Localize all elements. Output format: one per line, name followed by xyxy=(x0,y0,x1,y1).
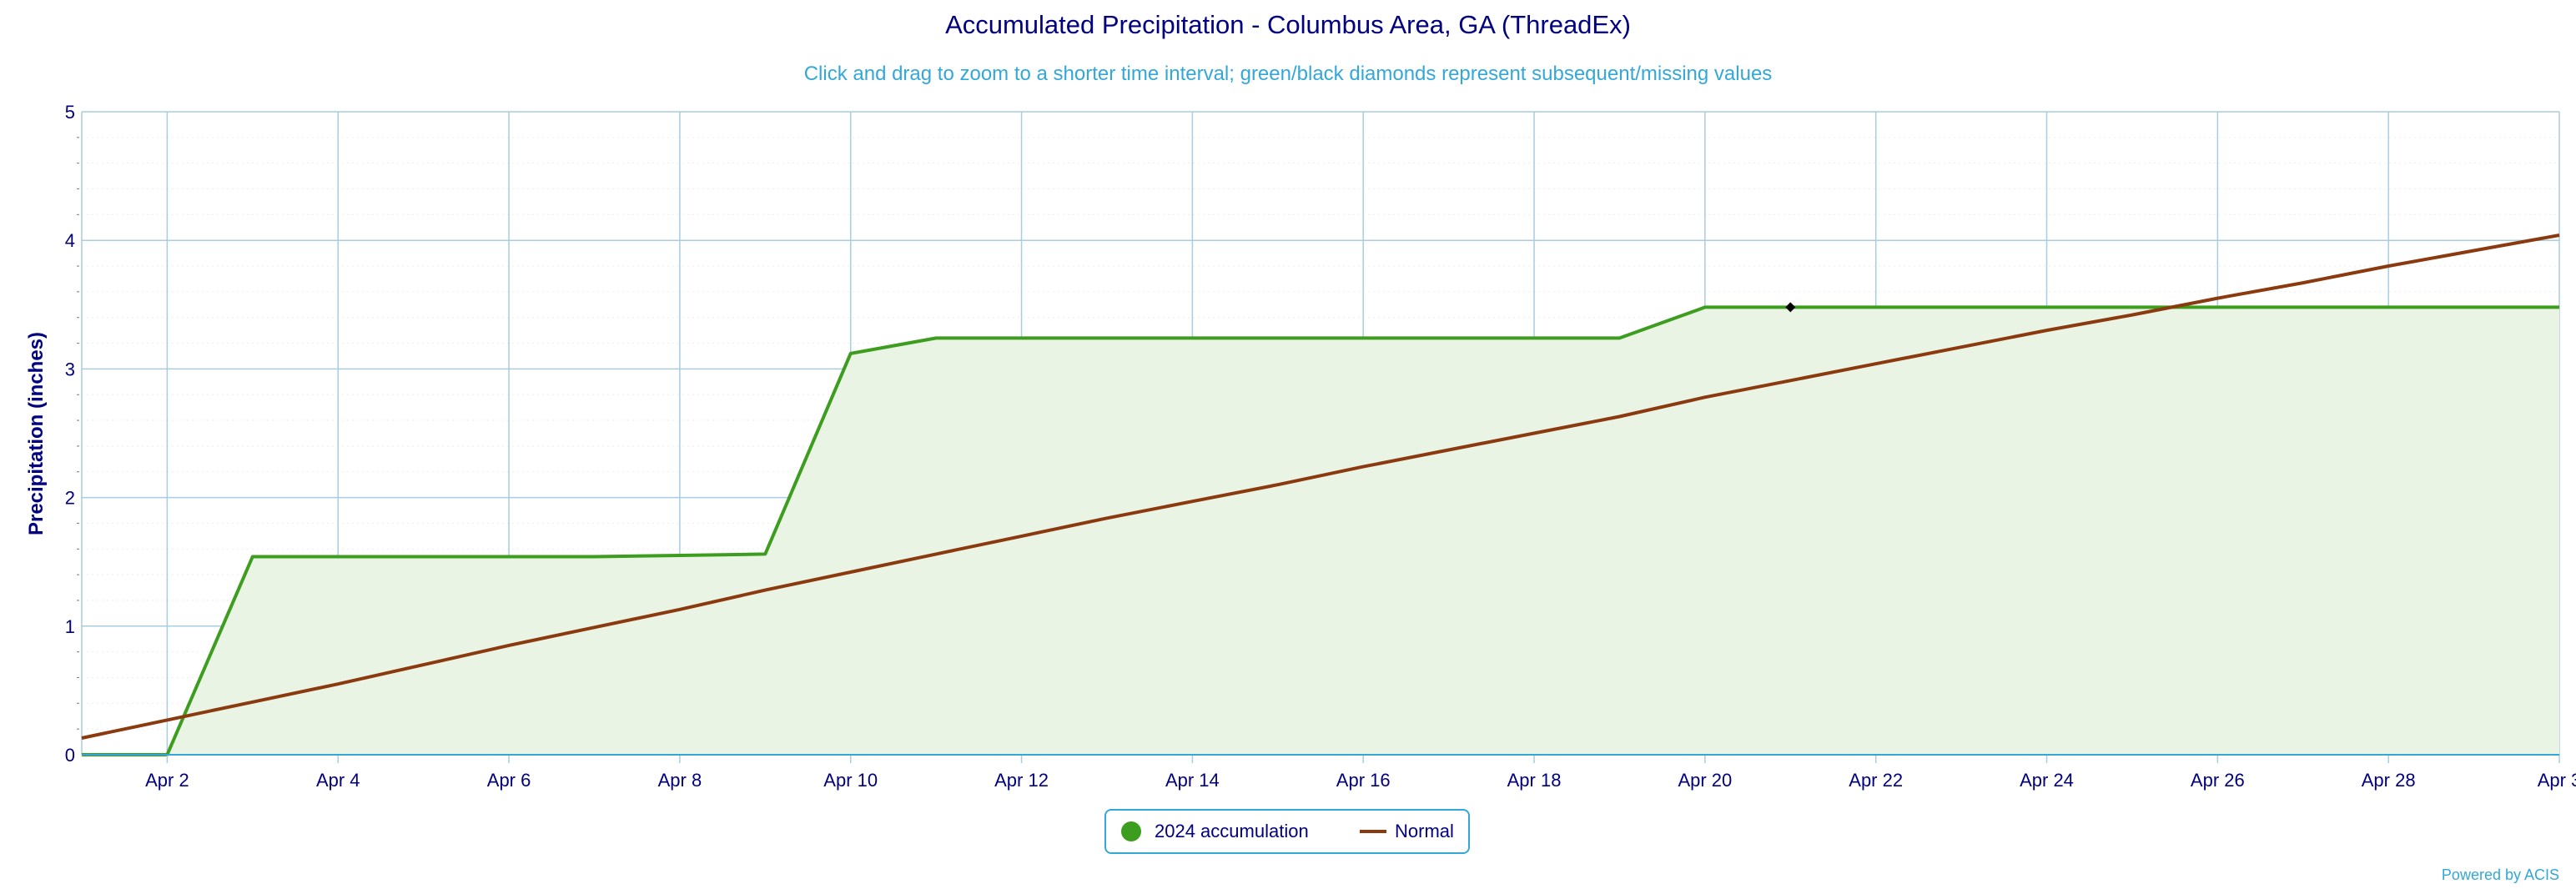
series-line-2024-accumulation xyxy=(82,305,2559,756)
data-point-2024-accumulation xyxy=(677,553,682,558)
legend: 2024 accumulation Normal xyxy=(1104,809,1470,854)
data-point-normal xyxy=(2130,313,2135,318)
data-point-normal xyxy=(677,607,682,612)
area-layer xyxy=(82,307,2559,755)
data-point-normal xyxy=(1703,394,1708,399)
data-point-2024-accumulation xyxy=(1617,335,1622,340)
credits-link[interactable]: Powered by ACIS xyxy=(2441,866,2559,883)
data-point-2024-accumulation xyxy=(2301,304,2306,309)
data-point-normal xyxy=(1190,499,1195,504)
chart-subtitle: Click and drag to zoom to a shorter time… xyxy=(803,63,1773,85)
x-tick-label: Apr 16 xyxy=(1336,770,1391,791)
data-point-2024-accumulation xyxy=(591,555,596,560)
axis-layer: 0 1 2 3 4 5 Apr 2 Apr 4 Apr 6 Apr 8 Apr 10 Apr 12 Ap… xyxy=(65,102,2576,791)
line-layer xyxy=(79,233,2562,756)
data-point-normal xyxy=(1874,361,1879,366)
data-point-2024-accumulation xyxy=(848,351,853,356)
data-point-normal xyxy=(1275,482,1280,487)
x-tick-label: Apr 18 xyxy=(1507,770,1562,791)
data-point-normal xyxy=(1361,465,1366,470)
marker-layer xyxy=(1785,302,1796,313)
data-point-2024-accumulation xyxy=(933,335,938,340)
data-point-2024-accumulation xyxy=(1190,335,1195,340)
data-point-normal xyxy=(2557,233,2562,238)
y-tick-label: 2 xyxy=(65,488,75,509)
data-point-normal xyxy=(79,736,84,741)
data-point-normal xyxy=(762,588,767,593)
data-point-2024-accumulation xyxy=(2045,304,2050,309)
x-tick-label: Apr 24 xyxy=(2020,770,2074,791)
data-point-normal xyxy=(164,717,169,722)
data-point-2024-accumulation xyxy=(1703,304,1708,309)
data-point-normal xyxy=(933,551,938,556)
data-point-2024-accumulation xyxy=(1959,304,1964,309)
data-point-2024-accumulation xyxy=(2130,304,2135,309)
chart-title: Accumulated Precipitation - Columbus Are… xyxy=(945,10,1631,39)
y-tick-label: 4 xyxy=(65,230,75,251)
x-tick-label: Apr 20 xyxy=(1678,770,1732,791)
y-tick-label: 1 xyxy=(65,616,75,637)
data-point-normal xyxy=(1019,534,1024,539)
x-tick-label: Apr 28 xyxy=(2362,770,2416,791)
data-point-2024-accumulation xyxy=(421,555,426,560)
data-point-2024-accumulation xyxy=(1361,335,1366,340)
data-point-2024-accumulation xyxy=(1874,304,1879,309)
data-point-normal xyxy=(335,681,340,686)
data-point-normal xyxy=(2045,328,2050,333)
x-tick-label: Apr 3 xyxy=(2538,770,2576,791)
legend-label-normal: Normal xyxy=(1395,821,1454,841)
x-tick-label: Apr 2 xyxy=(145,770,189,791)
data-point-2024-accumulation xyxy=(335,555,340,560)
series-line-normal xyxy=(81,234,2560,740)
data-point-2024-accumulation xyxy=(2557,304,2562,309)
legend-label-accumulation: 2024 accumulation xyxy=(1155,821,1309,841)
data-point-2024-accumulation xyxy=(2215,304,2220,309)
series-area-2024-accumulation xyxy=(82,307,2559,755)
legend-marker-accumulation xyxy=(1121,821,1141,841)
data-point-normal xyxy=(591,625,596,630)
data-point-2024-accumulation xyxy=(1532,335,1537,340)
x-tick-label: Apr 22 xyxy=(1849,770,1903,791)
data-point-normal xyxy=(2301,280,2306,285)
x-tick-label: Apr 12 xyxy=(994,770,1049,791)
y-tick-label: 5 xyxy=(65,102,75,123)
data-point-normal xyxy=(2472,249,2477,254)
data-point-normal xyxy=(250,700,255,705)
data-point-normal xyxy=(848,570,853,575)
data-point-normal xyxy=(1446,448,1452,453)
legend-item-accumulation[interactable]: 2024 accumulation xyxy=(1121,811,1309,852)
data-point-2024-accumulation xyxy=(1104,335,1109,340)
missing-value-marker xyxy=(1785,302,1796,313)
data-point-2024-accumulation xyxy=(1275,335,1280,340)
legend-item-normal[interactable]: Normal xyxy=(1360,811,1454,852)
data-point-2024-accumulation xyxy=(2472,304,2477,309)
x-tick-label: Apr 4 xyxy=(316,770,360,791)
legend-marker-normal xyxy=(1360,830,1386,833)
x-tick-label: Apr 8 xyxy=(658,770,702,791)
data-point-normal xyxy=(2215,296,2220,301)
data-point-normal xyxy=(1104,515,1109,520)
data-point-2024-accumulation xyxy=(1446,335,1452,340)
data-point-2024-accumulation xyxy=(762,551,767,556)
data-point-normal xyxy=(1959,344,1964,349)
x-tick-label: Apr 14 xyxy=(1165,770,1220,791)
data-point-2024-accumulation xyxy=(2386,304,2391,309)
data-point-normal xyxy=(1617,414,1622,419)
x-tick-label: Apr 6 xyxy=(487,770,531,791)
x-tick-label: Apr 26 xyxy=(2191,770,2245,791)
data-point-normal xyxy=(1788,378,1793,383)
data-point-normal xyxy=(421,662,426,667)
data-point-normal xyxy=(1532,431,1537,436)
y-tick-label: 3 xyxy=(65,359,75,379)
data-point-normal xyxy=(2386,264,2391,269)
y-tick-label: 0 xyxy=(65,745,75,766)
data-point-2024-accumulation xyxy=(250,555,255,560)
x-tick-label: Apr 10 xyxy=(823,770,878,791)
data-point-normal xyxy=(506,643,511,648)
data-point-2024-accumulation xyxy=(506,555,511,560)
data-point-2024-accumulation xyxy=(1019,335,1024,340)
